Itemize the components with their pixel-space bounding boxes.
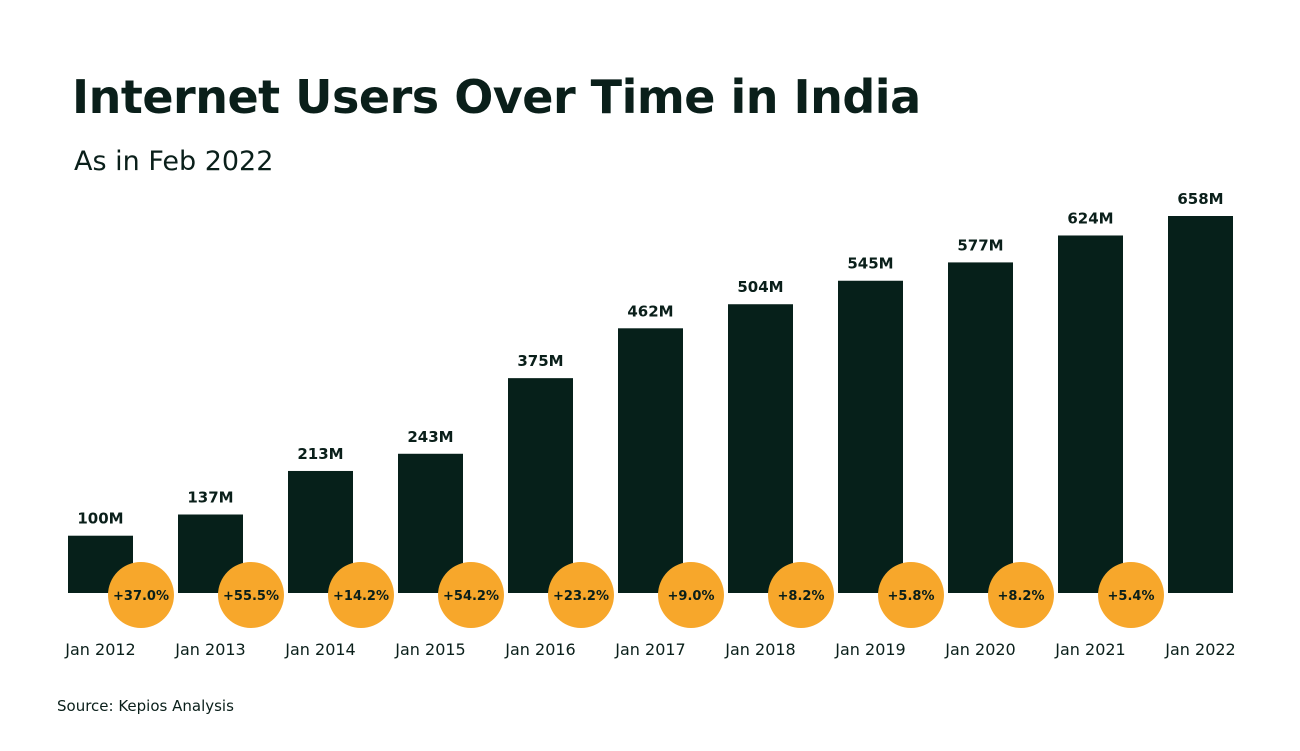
growth-badge-label: +23.2% xyxy=(553,589,609,604)
x-tick-label: Jan 2012 xyxy=(64,640,135,659)
bar-jan-2020 xyxy=(948,262,1013,593)
bars-layer xyxy=(68,216,1233,594)
growth-badge xyxy=(218,562,284,628)
bar-value-label: 545M xyxy=(847,255,893,273)
growth-badge-label: +8.2% xyxy=(998,589,1045,604)
bar-value-label: 213M xyxy=(297,445,343,463)
x-tick-label: Jan 2014 xyxy=(284,640,355,659)
value-labels-layer: 100M 137M 213M 243M 375M 462M 504M 545M 577M 624M… xyxy=(77,190,1223,528)
bar-jan-2016 xyxy=(508,378,573,593)
x-tick-label: Jan 2015 xyxy=(394,640,465,659)
growth-badge-label: +37.0% xyxy=(113,589,169,604)
chart-subtitle: As in Feb 2022 xyxy=(74,146,274,177)
x-tick-label: Jan 2020 xyxy=(944,640,1015,659)
growth-badge xyxy=(548,562,614,628)
bar-jan-2018 xyxy=(728,304,793,593)
growth-badges-layer: +37.0% +55.5% +14.2% +54.2% +23.2% +9.0% +8.2%… xyxy=(108,562,1164,628)
bar-jan-2017 xyxy=(618,328,683,593)
bar-value-label: 658M xyxy=(1177,190,1223,208)
growth-badge-label: +8.2% xyxy=(778,589,825,604)
x-tick-label: Jan 2021 xyxy=(1054,640,1125,659)
growth-badge-label: +9.0% xyxy=(668,589,715,604)
bar-value-label: 462M xyxy=(627,302,673,320)
x-tick-label: Jan 2018 xyxy=(724,640,795,659)
growth-badge xyxy=(988,562,1054,628)
bar-value-label: 375M xyxy=(517,352,563,370)
growth-badge xyxy=(328,562,394,628)
bar-jan-2022 xyxy=(1168,216,1233,593)
bar-value-label: 577M xyxy=(957,236,1003,254)
growth-badge xyxy=(108,562,174,628)
bar-value-label: 100M xyxy=(77,510,123,528)
bar-value-label: 137M xyxy=(187,489,233,507)
x-tick-label: Jan 2017 xyxy=(614,640,685,659)
growth-badge xyxy=(878,562,944,628)
chart-title: Internet Users Over Time in India xyxy=(72,70,921,124)
x-tick-label: Jan 2013 xyxy=(174,640,245,659)
growth-badge xyxy=(1098,562,1164,628)
bar-value-label: 243M xyxy=(407,428,453,446)
growth-badge-label: +5.4% xyxy=(1108,589,1155,604)
growth-badge xyxy=(658,562,724,628)
growth-badge xyxy=(768,562,834,628)
x-tick-label: Jan 2022 xyxy=(1164,640,1235,659)
growth-badge-label: +14.2% xyxy=(333,589,389,604)
x-axis-ticks-layer: Jan 2012 Jan 2013 Jan 2014 Jan 2015 Jan 2016… xyxy=(64,640,1235,659)
x-tick-label: Jan 2019 xyxy=(834,640,905,659)
bar-value-label: 624M xyxy=(1067,209,1113,227)
growth-badge-label: +55.5% xyxy=(223,589,279,604)
source-note: Source: Kepios Analysis xyxy=(57,697,234,715)
growth-badge-label: +54.2% xyxy=(443,589,499,604)
x-tick-label: Jan 2016 xyxy=(504,640,575,659)
bar-value-label: 504M xyxy=(737,278,783,296)
bar-jan-2021 xyxy=(1058,235,1123,594)
growth-badge xyxy=(438,562,504,628)
bar-jan-2019 xyxy=(838,280,903,593)
growth-badge-label: +5.8% xyxy=(888,589,935,604)
